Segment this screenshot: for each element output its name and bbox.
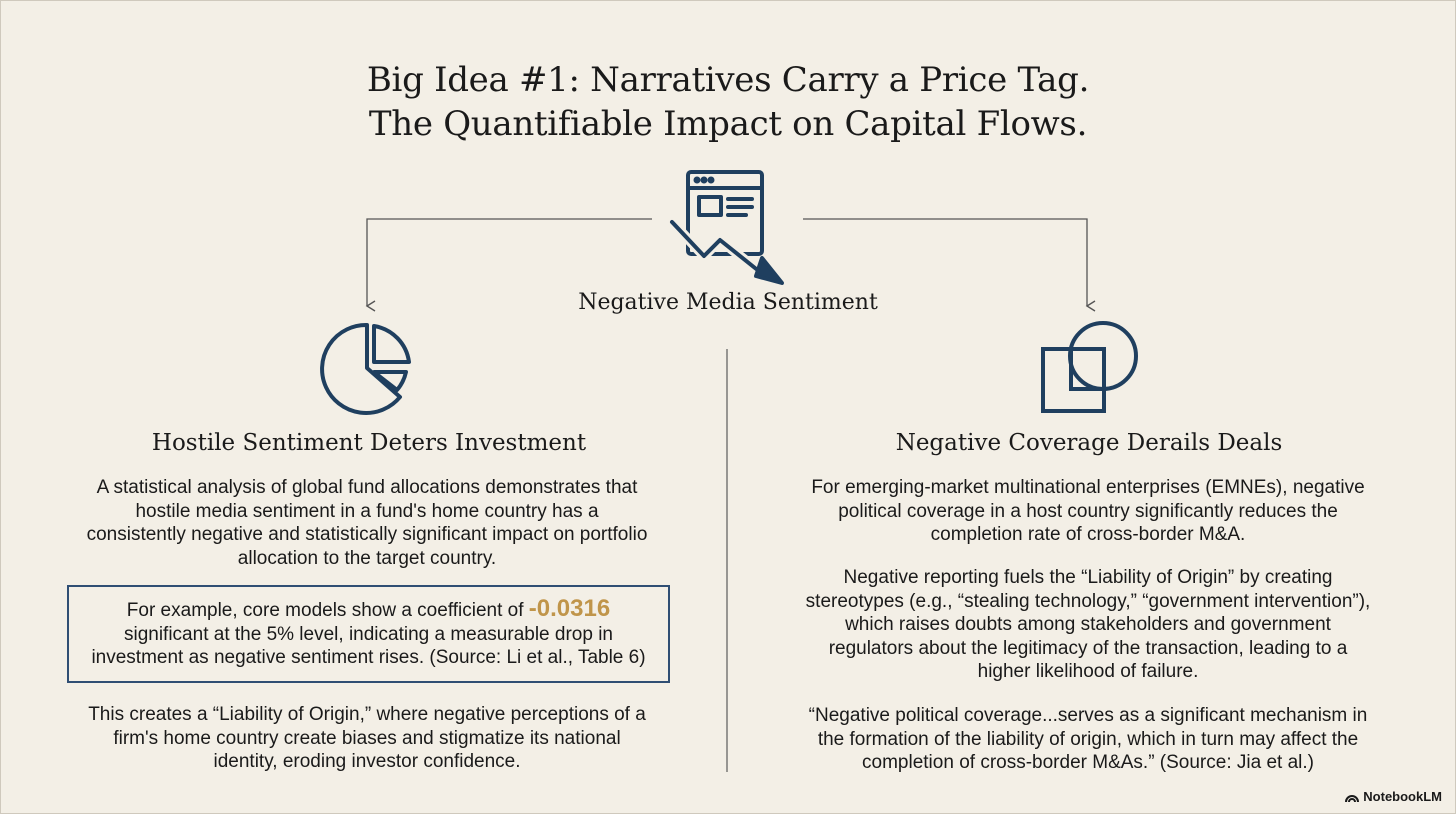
title-line-2: The Quantifiable Impact on Capital Flows… <box>368 104 1088 144</box>
callout-line-2: significant at the 5% level, indicating … <box>123 623 613 645</box>
coefficient-value: -0.0316 <box>528 595 611 622</box>
title-line-1: Big Idea #1: Narratives Carry a Price Ta… <box>366 60 1090 100</box>
brand-label: NotebookLM <box>1363 789 1442 804</box>
left-connector-arrow <box>365 218 652 312</box>
overlapping-shapes-icon <box>1041 321 1138 413</box>
right-paragraph-1: For emerging-market multinational enterp… <box>811 477 1365 545</box>
right-paragraph-2: Negative reporting fuels the “Liability … <box>805 567 1371 682</box>
left-paragraph-2: This creates a “Liability of Origin,” wh… <box>88 704 646 772</box>
callout-prefix: For example, core models show a coeffici… <box>126 600 529 621</box>
slide-title: Big Idea #1: Narratives Carry a Price Ta… <box>0 58 1456 146</box>
news-down-trend-icon <box>667 170 784 285</box>
right-connector-arrow <box>803 218 1096 312</box>
callout-line-3: investment as negative sentiment rises. … <box>91 647 646 668</box>
pie-chart-icon <box>320 322 411 415</box>
right-heading: Negative Coverage Derails Deals <box>895 430 1283 456</box>
left-heading: Hostile Sentiment Deters Investment <box>151 430 587 456</box>
center-node-label: Negative Media Sentiment <box>578 290 878 315</box>
notebooklm-logo-icon <box>1345 795 1360 803</box>
left-paragraph-1: A statistical analysis of global fund al… <box>86 477 648 569</box>
coefficient-callout-box: For example, core models show a coeffici… <box>67 585 670 683</box>
right-quote: “Negative political coverage...serves as… <box>808 705 1368 773</box>
notebooklm-watermark: NotebookLM <box>1345 789 1442 804</box>
